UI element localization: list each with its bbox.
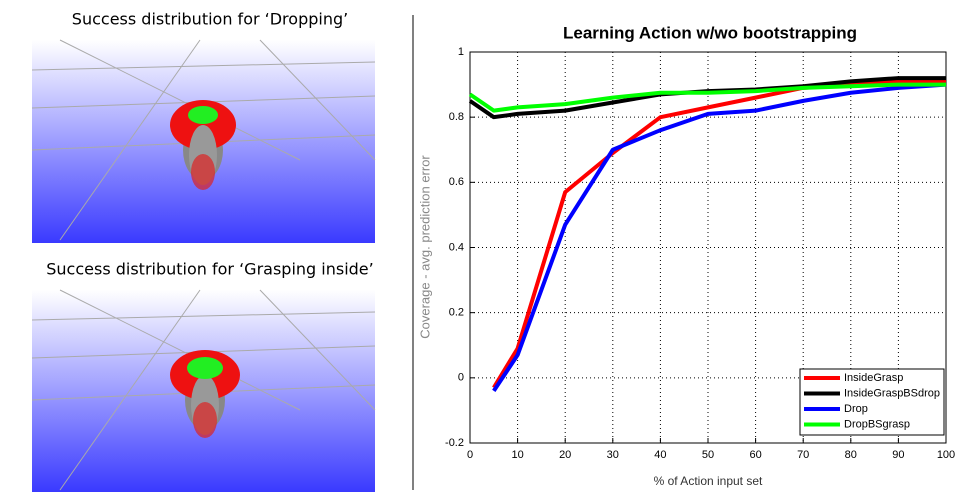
y-tick-label: 1	[458, 46, 464, 58]
x-tick-label: 0	[467, 449, 473, 461]
x-tick-label: 100	[937, 449, 955, 461]
chart-title: Learning Action w/wo bootstrapping	[563, 23, 857, 42]
y-tick-label: 0.2	[449, 307, 464, 319]
x-tick-label: 60	[749, 449, 761, 461]
x-axis-label: % of Action input set	[654, 474, 763, 488]
image-dropping	[32, 40, 375, 243]
legend-label: InsideGraspBSdrop	[844, 387, 940, 399]
page: Success distribution for ‘Dropping’ Succ…	[0, 0, 955, 492]
x-tick-label: 20	[559, 449, 571, 461]
x-tick-label: 70	[797, 449, 809, 461]
legend-label: DropBSgrasp	[844, 418, 910, 430]
x-tick-label: 30	[607, 449, 619, 461]
legend-label: Drop	[844, 403, 868, 415]
y-axis-label: Coverage - avg. prediction error	[417, 155, 432, 339]
image-grasping	[32, 290, 375, 492]
legend-label: InsideGrasp	[844, 372, 903, 384]
figure: Success distribution for ‘Dropping’ Succ…	[0, 0, 955, 492]
x-tick-label: 50	[702, 449, 714, 461]
y-tick-label: 0	[458, 372, 464, 384]
y-tick-label: -0.2	[445, 437, 464, 449]
x-tick-label: 40	[654, 449, 666, 461]
x-tick-label: 90	[892, 449, 904, 461]
caption: Success distribution for ‘Grasping insid…	[46, 260, 373, 279]
y-tick-label: 0.6	[449, 176, 464, 188]
caption: Success distribution for ‘Dropping’	[72, 10, 348, 29]
y-tick-label: 0.8	[449, 111, 464, 123]
chart: Learning Action w/wo bootstrapping % of …	[417, 23, 955, 488]
y-tick-label: 0.4	[449, 241, 464, 253]
x-tick-label: 10	[511, 449, 523, 461]
x-tick-label: 80	[845, 449, 857, 461]
